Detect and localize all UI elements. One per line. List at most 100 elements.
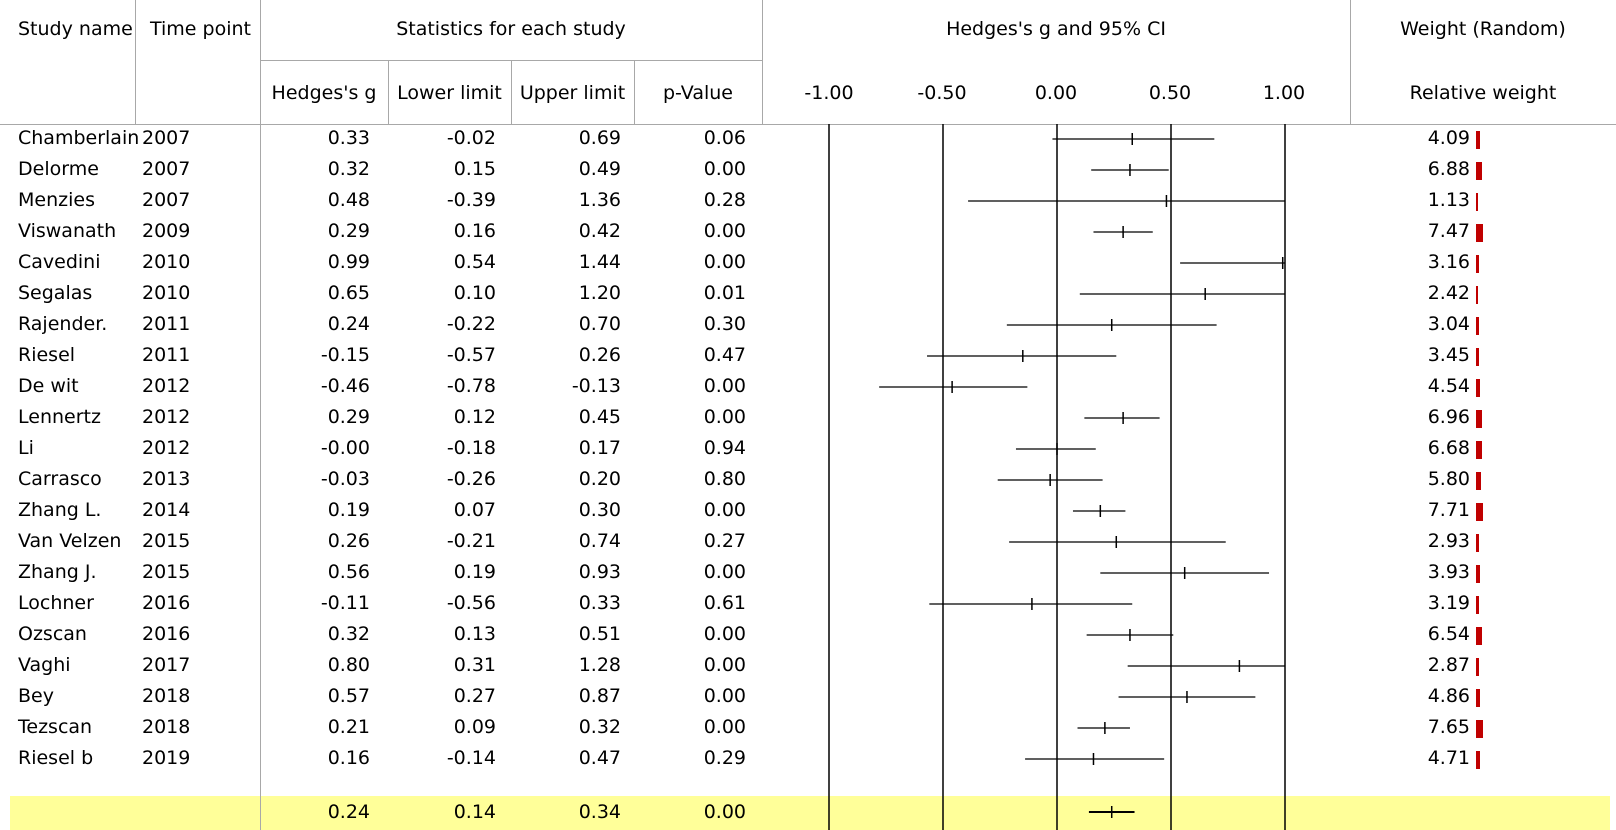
p-value: 0.61 — [703, 592, 746, 614]
upper-limit-value: 1.36 — [578, 189, 621, 211]
relative-weight-value: 6.68 — [1427, 437, 1470, 459]
time-point: 2007 — [142, 189, 191, 211]
p-value: 0.06 — [703, 127, 746, 149]
lower-limit-value: -0.21 — [446, 530, 496, 552]
lower-limit-value: 0.13 — [453, 623, 496, 645]
weight-bar — [1476, 131, 1480, 149]
hedges-g-value: 0.32 — [327, 158, 370, 180]
grid-line — [634, 60, 635, 124]
upper-limit-value: 0.33 — [578, 592, 621, 614]
relative-weight-value: 4.09 — [1427, 127, 1470, 149]
hedges-g-value: -0.15 — [320, 344, 370, 366]
relative-weight-value: 7.65 — [1427, 716, 1470, 738]
header-lower-limit: Lower limit — [397, 82, 502, 104]
x-tick-label: 0.50 — [1148, 82, 1192, 104]
header-weight-group: Weight (Random) — [1400, 18, 1566, 40]
p-value: 0.00 — [703, 375, 746, 397]
study-name: Viswanath — [18, 220, 117, 242]
hedges-g-value: -0.11 — [320, 592, 370, 614]
lower-limit-value: -0.02 — [446, 127, 496, 149]
p-value: 0.80 — [703, 468, 746, 490]
grid-line — [135, 0, 136, 124]
weight-bar — [1476, 596, 1479, 614]
p-value: 0.00 — [703, 654, 746, 676]
upper-limit-value: 0.45 — [578, 406, 621, 428]
study-name: Van Velzen — [18, 530, 122, 552]
upper-limit-value: 0.93 — [578, 561, 621, 583]
p-value: 0.27 — [703, 530, 746, 552]
header-statistics-group: Statistics for each study — [396, 18, 626, 40]
relative-weight-value: 4.86 — [1427, 685, 1470, 707]
hedges-g-value: 0.33 — [327, 127, 370, 149]
p-value: 0.00 — [703, 685, 746, 707]
hedges-g-value: 0.21 — [327, 716, 370, 738]
hedges-g-value: 0.16 — [327, 747, 370, 769]
upper-limit-value: 1.20 — [578, 282, 621, 304]
lower-limit-value: 0.16 — [453, 220, 496, 242]
relative-weight-value: 3.93 — [1427, 561, 1470, 583]
lower-limit-value: 0.12 — [453, 406, 496, 428]
lower-limit-value: -0.39 — [446, 189, 496, 211]
header-plot-title: Hedges's g and 95% CI — [946, 18, 1166, 40]
time-point: 2012 — [142, 406, 191, 428]
summary-upper-limit: 0.34 — [578, 801, 621, 823]
upper-limit-value: 1.28 — [578, 654, 621, 676]
header-hedges-g: Hedges's g — [271, 82, 377, 104]
p-value: 0.30 — [703, 313, 746, 335]
hedges-g-value: 0.29 — [327, 406, 370, 428]
relative-weight-value: 7.47 — [1427, 220, 1470, 242]
upper-limit-value: 0.49 — [578, 158, 621, 180]
lower-limit-value: -0.14 — [446, 747, 496, 769]
time-point: 2009 — [142, 220, 191, 242]
header-upper-limit: Upper limit — [519, 82, 626, 104]
relative-weight-value: 6.54 — [1427, 623, 1470, 645]
relative-weight-value: 1.13 — [1427, 189, 1470, 211]
time-point: 2016 — [142, 592, 191, 614]
lower-limit-value: 0.19 — [453, 561, 496, 583]
lower-limit-value: 0.10 — [453, 282, 496, 304]
time-point: 2013 — [142, 468, 191, 490]
hedges-g-value: 0.29 — [327, 220, 370, 242]
x-tick-label: 0.00 — [1034, 82, 1078, 104]
relative-weight-value: 4.71 — [1427, 747, 1470, 769]
study-name: Carrasco — [18, 468, 102, 490]
x-tick-label: -1.00 — [804, 82, 854, 104]
weight-bar — [1476, 751, 1480, 769]
time-point: 2017 — [142, 654, 191, 676]
relative-weight-value: 7.71 — [1427, 499, 1470, 521]
study-name: Cavedini — [18, 251, 101, 273]
study-name: Lochner — [18, 592, 94, 614]
study-name: Zhang L. — [18, 499, 102, 521]
study-name: Lennertz — [18, 406, 101, 428]
study-name: De wit — [18, 375, 79, 397]
hedges-g-value: -0.46 — [320, 375, 370, 397]
grid-line — [388, 60, 389, 124]
study-name: Zhang J. — [18, 561, 97, 583]
header-time-point: Time point — [150, 18, 251, 40]
time-point: 2016 — [142, 623, 191, 645]
p-value: 0.47 — [703, 344, 746, 366]
upper-limit-value: 0.69 — [578, 127, 621, 149]
p-value: 0.94 — [703, 437, 746, 459]
upper-limit-value: 0.42 — [578, 220, 621, 242]
weight-bar — [1476, 689, 1480, 707]
study-name: Tezscan — [18, 716, 93, 738]
weight-bar — [1476, 224, 1483, 242]
lower-limit-value: 0.31 — [453, 654, 496, 676]
relative-weight-value: 6.88 — [1427, 158, 1470, 180]
upper-limit-value: 0.30 — [578, 499, 621, 521]
p-value: 0.00 — [703, 499, 746, 521]
upper-limit-value: 0.20 — [578, 468, 621, 490]
time-point: 2010 — [142, 282, 191, 304]
study-name: Menzies — [18, 189, 95, 211]
study-name: Riesel — [18, 344, 76, 366]
summary-lower-limit: 0.14 — [453, 801, 496, 823]
lower-limit-value: 0.07 — [453, 499, 496, 521]
weight-bar — [1476, 379, 1480, 397]
header-p-value: p-Value — [663, 82, 733, 104]
relative-weight-value: 3.04 — [1427, 313, 1470, 335]
hedges-g-value: 0.48 — [327, 189, 370, 211]
lower-limit-value: -0.78 — [446, 375, 496, 397]
hedges-g-value: 0.32 — [327, 623, 370, 645]
grid-line — [1350, 0, 1351, 124]
